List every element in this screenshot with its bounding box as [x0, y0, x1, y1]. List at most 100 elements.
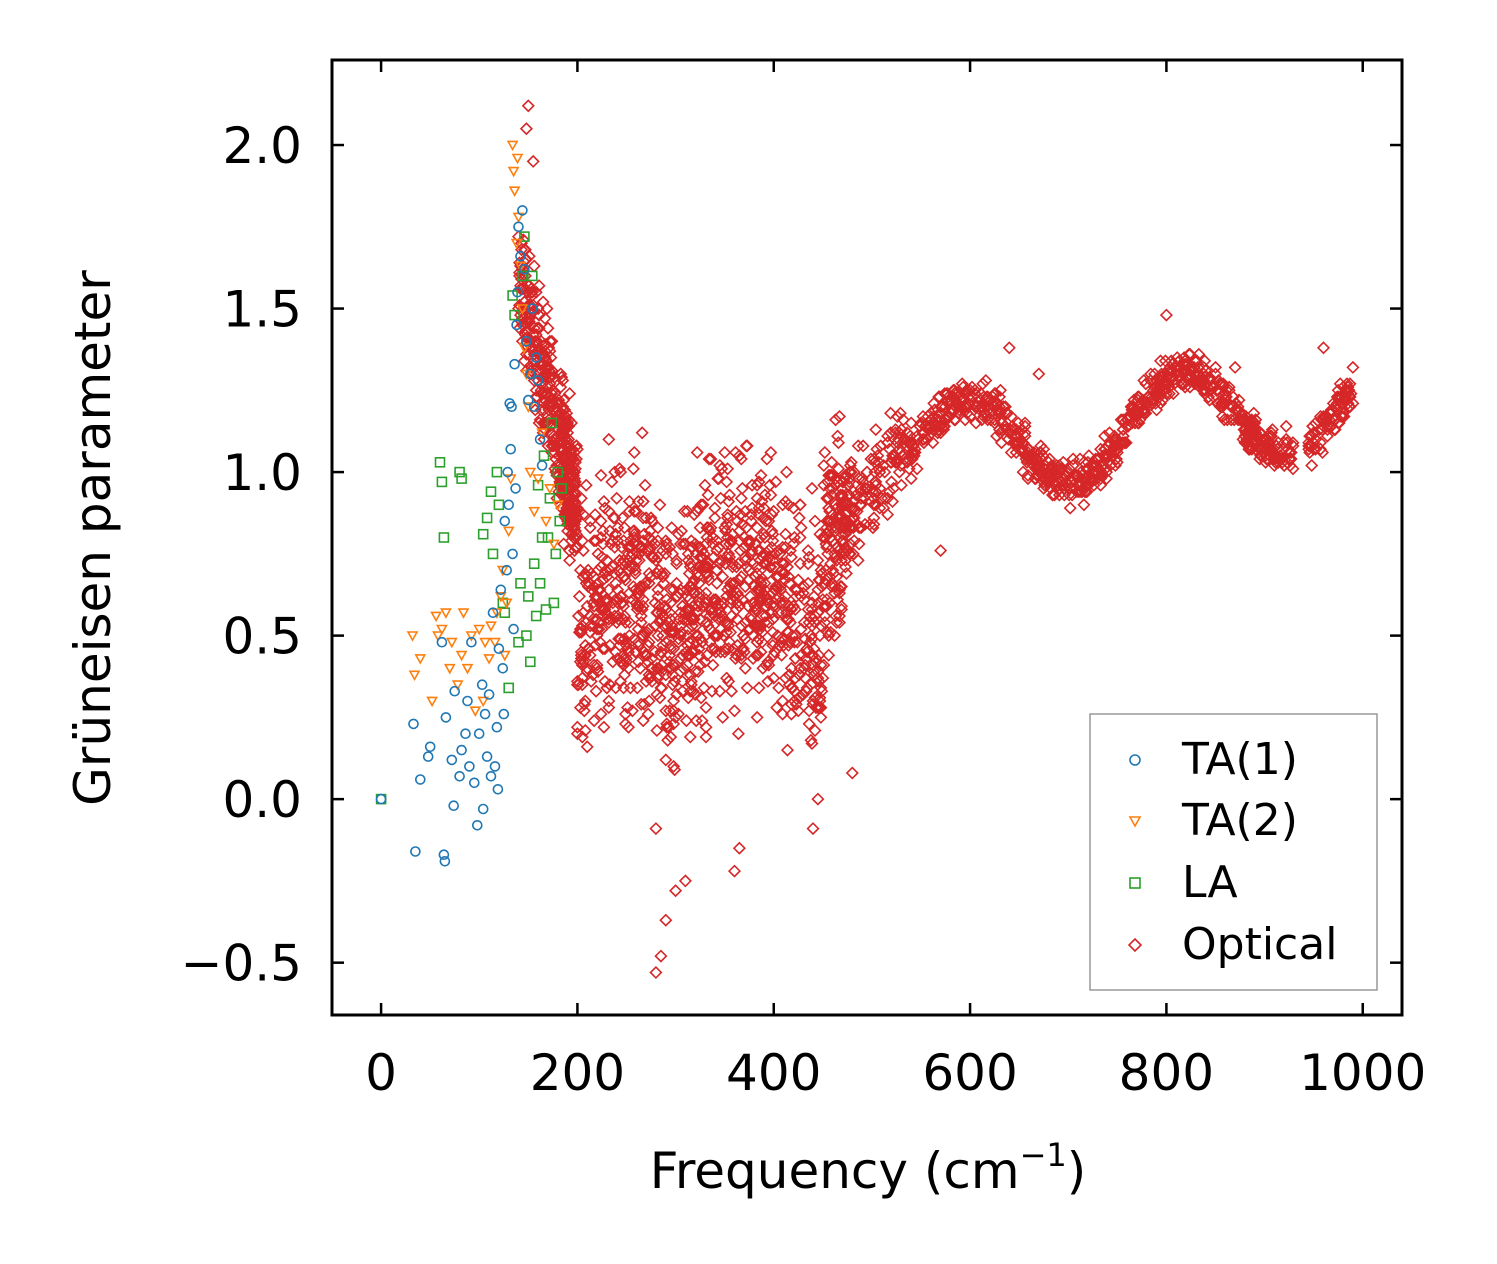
point-optical — [627, 524, 641, 538]
point-optical — [602, 701, 616, 715]
point-la — [434, 456, 446, 468]
point-optical — [852, 521, 866, 535]
point-optical — [877, 501, 891, 515]
point-optical — [1003, 423, 1017, 437]
point-optical — [782, 599, 796, 613]
point-optical — [659, 668, 673, 682]
point-ta1 — [508, 623, 519, 635]
point-optical — [754, 468, 768, 482]
point-optical — [741, 599, 755, 613]
point-optical — [583, 648, 597, 662]
point-optical — [752, 501, 766, 515]
point-optical — [805, 736, 819, 751]
point-optical — [746, 557, 760, 571]
point-optical — [951, 406, 965, 420]
point-optical — [614, 566, 628, 581]
point-optical — [1116, 423, 1130, 437]
point-optical — [1259, 442, 1273, 456]
point-optical — [787, 635, 801, 649]
point-ta1 — [521, 335, 532, 347]
point-ta1 — [414, 774, 426, 785]
point-optical — [823, 468, 837, 482]
point-ta1 — [519, 263, 530, 275]
point-optical — [685, 619, 699, 633]
point-optical — [702, 573, 716, 587]
point-optical — [858, 485, 872, 499]
point-optical — [804, 629, 818, 643]
point-optical — [841, 488, 855, 502]
point-optical — [669, 884, 683, 898]
point-la — [540, 604, 552, 615]
point-optical — [667, 759, 681, 773]
point-optical — [778, 527, 793, 541]
point-optical — [701, 557, 715, 571]
point-optical — [654, 645, 668, 659]
point-ta1 — [460, 728, 471, 740]
point-optical — [762, 514, 776, 528]
point-ta2 — [469, 706, 482, 717]
point-optical — [767, 504, 781, 518]
point-optical — [680, 658, 694, 672]
point-optical — [672, 586, 687, 600]
point-optical — [689, 714, 703, 728]
point-optical — [704, 521, 718, 535]
point-optical — [602, 615, 616, 630]
point-optical — [806, 822, 820, 836]
point-optical — [1048, 468, 1063, 482]
point-optical — [831, 436, 846, 450]
point-optical — [722, 642, 736, 656]
point-optical — [655, 606, 669, 620]
point-optical — [554, 367, 568, 381]
point-optical — [1214, 396, 1228, 410]
point-optical — [591, 583, 605, 597]
point-optical — [761, 674, 775, 688]
point-optical — [654, 949, 668, 963]
point-optical — [802, 717, 816, 731]
point-optical — [620, 642, 635, 656]
point-ta1 — [473, 728, 485, 740]
point-optical — [575, 534, 589, 548]
point-optical — [714, 606, 728, 620]
point-optical — [642, 622, 656, 636]
point-optical — [1256, 442, 1270, 456]
point-optical — [992, 400, 1007, 414]
point-optical — [744, 612, 758, 626]
point-optical — [614, 465, 628, 479]
point-optical — [658, 566, 672, 581]
point-optical — [829, 524, 843, 538]
point-optical — [793, 530, 807, 545]
point-optical — [843, 458, 857, 473]
point-optical — [728, 651, 743, 666]
x-axis-label: Frequency (cm−1) — [650, 1136, 1087, 1200]
point-optical — [693, 632, 707, 646]
point-optical — [598, 642, 612, 656]
point-optical — [732, 841, 746, 855]
point-optical — [664, 638, 678, 652]
point-optical — [642, 668, 656, 682]
point-optical — [697, 681, 711, 695]
point-optical — [1322, 406, 1336, 420]
legend-markers — [1127, 754, 1143, 953]
point-optical — [924, 406, 938, 420]
point-optical — [653, 691, 667, 705]
point-optical — [631, 537, 645, 551]
point-optical — [701, 488, 715, 502]
point-optical — [1107, 439, 1121, 453]
legend-label-optical: Optical — [1182, 919, 1337, 970]
point-optical — [575, 678, 589, 692]
y-tick-label: 0.5 — [222, 608, 302, 666]
point-optical — [754, 530, 768, 545]
point-optical — [671, 635, 686, 649]
point-optical — [654, 612, 668, 626]
point-optical — [587, 658, 601, 672]
point-optical — [685, 540, 699, 554]
point-optical — [1280, 455, 1294, 469]
point-la — [532, 479, 544, 491]
point-optical — [729, 560, 743, 574]
point-optical — [1127, 393, 1141, 407]
point-optical — [1059, 475, 1073, 489]
point-ta2 — [451, 680, 464, 691]
point-optical — [784, 550, 798, 564]
point-optical — [576, 570, 590, 584]
point-optical — [652, 563, 666, 577]
